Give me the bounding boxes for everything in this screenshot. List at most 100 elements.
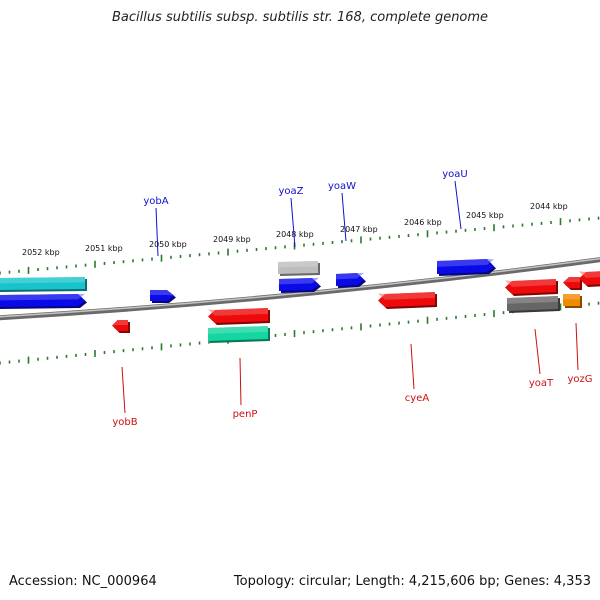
top-scale-tick — [597, 216, 600, 220]
bottom-scale-tick — [588, 302, 590, 306]
scale-label: 2052 kbp — [22, 248, 60, 257]
bottom-scale-tick — [151, 346, 153, 350]
bottom-scale-tick — [170, 344, 172, 348]
gene-label-yozG-leader — [575, 322, 579, 371]
top-scale-tick — [550, 220, 552, 224]
feature-grey-light — [278, 261, 320, 276]
top-scale-tick — [208, 252, 210, 256]
bottom-scale-tick — [132, 348, 134, 352]
bottom-scale-tick — [597, 301, 600, 305]
top-scale-tick — [18, 269, 20, 273]
bottom-scale-tick — [56, 355, 58, 359]
top-scale-tick — [46, 267, 49, 271]
gene-label-cyeA-leader — [410, 343, 415, 390]
feature-cyeA — [378, 292, 437, 309]
top-scale-tick — [531, 222, 533, 226]
top-scale-tick — [445, 230, 448, 234]
bottom-scale-tick — [464, 314, 467, 318]
top-scale-tick — [27, 266, 30, 274]
bottom-scale-tick — [493, 310, 495, 318]
feature-yoaZ-highlight — [279, 277, 319, 285]
scale-label: 2047 kbp — [340, 225, 378, 234]
bottom-scale-tick — [141, 347, 144, 351]
bottom-scale-tick — [426, 316, 429, 324]
scale-label: 2050 kbp — [149, 240, 187, 249]
feature-grey-dark-highlight — [507, 296, 558, 304]
top-scale-tick — [322, 241, 324, 245]
top-scale-tick — [312, 242, 315, 246]
top-scale-tick — [502, 225, 505, 229]
gene-features — [0, 259, 600, 343]
top-scale-tick — [0, 271, 1, 275]
top-scale-tick — [341, 240, 343, 244]
top-scale-tick — [388, 235, 391, 239]
feature-yobA — [150, 290, 176, 303]
feature-teal — [208, 326, 270, 343]
bottom-scale-tick — [360, 323, 362, 331]
gene-label-yoaU: yoaU — [442, 169, 467, 180]
scale-ticks-top — [0, 216, 600, 275]
top-scale-tick — [559, 218, 562, 226]
bottom-scale-tick — [312, 330, 315, 334]
top-scale-tick — [37, 268, 39, 272]
top-scale-tick — [512, 224, 514, 228]
bottom-scale-tick — [113, 350, 115, 354]
top-scale-tick — [113, 261, 115, 265]
feature-small-red-highlight — [563, 277, 580, 283]
feature-yobB-highlight — [112, 320, 128, 326]
top-scale-tick — [255, 247, 258, 251]
feature-penP-highlight — [208, 308, 268, 316]
feature-right-edge — [579, 271, 600, 287]
bottom-scale-tick — [455, 315, 457, 319]
bottom-scale-tick — [8, 360, 11, 364]
top-scale-tick — [65, 265, 68, 269]
top-scale-tick — [227, 248, 229, 256]
bottom-scale-tick — [398, 321, 400, 325]
top-scale-tick — [369, 237, 372, 241]
gene-label-yoaT-leader — [534, 328, 541, 375]
genome-backbone — [0, 257, 600, 321]
scale-label: 2046 kbp — [404, 218, 442, 227]
bottom-scale-tick — [322, 329, 324, 333]
genome-title: Bacillus subtilis subsp. subtilis str. 1… — [111, 10, 489, 25]
top-scale-tick — [398, 234, 400, 238]
feature-yoaZ — [279, 277, 321, 293]
bottom-scale-tick — [18, 359, 20, 363]
feature-grey-light-highlight — [278, 261, 318, 268]
top-scale-tick — [56, 266, 58, 270]
bottom-scale-tick — [75, 353, 77, 357]
top-scale-tick — [588, 217, 590, 221]
feature-yozG-highlight — [563, 294, 580, 300]
top-scale-tick — [569, 219, 571, 223]
gene-label-yoaU-leader — [454, 180, 462, 230]
bottom-scale-tick — [37, 357, 39, 361]
bottom-scale-tick — [388, 322, 391, 326]
gene-label-yobA: yobA — [143, 196, 168, 207]
feature-yoaU — [437, 259, 496, 276]
top-scale-tick — [474, 227, 476, 231]
top-scale-tick — [426, 230, 429, 238]
feature-yobB — [112, 320, 130, 333]
bottom-scale-tick — [27, 356, 30, 364]
top-scale-tick — [189, 254, 191, 258]
bottom-scale-tick — [417, 319, 419, 323]
bottom-scale-tick — [474, 314, 476, 317]
top-scale-tick — [8, 270, 11, 274]
top-scale-tick — [151, 257, 153, 261]
accession-text: Accession: NC_000964 — [9, 574, 157, 589]
top-scale-tick — [170, 255, 172, 259]
feature-small-red — [563, 277, 582, 290]
feature-cyan-left — [0, 277, 87, 292]
scale-label: 2048 kbp — [276, 230, 314, 239]
top-scale-tick — [75, 264, 77, 268]
bottom-scale-tick — [502, 311, 505, 315]
gene-label-yoaZ: yoaZ — [278, 186, 303, 197]
feature-yoaT-highlight — [505, 279, 556, 287]
top-scale-tick — [94, 260, 96, 268]
top-scale-tick — [265, 247, 267, 251]
bottom-scale-tick — [369, 324, 372, 328]
bottom-scale-tick — [274, 333, 277, 337]
top-scale-tick — [160, 254, 163, 262]
feature-cyan-left-highlight — [0, 277, 85, 284]
top-scale-tick — [84, 263, 87, 267]
